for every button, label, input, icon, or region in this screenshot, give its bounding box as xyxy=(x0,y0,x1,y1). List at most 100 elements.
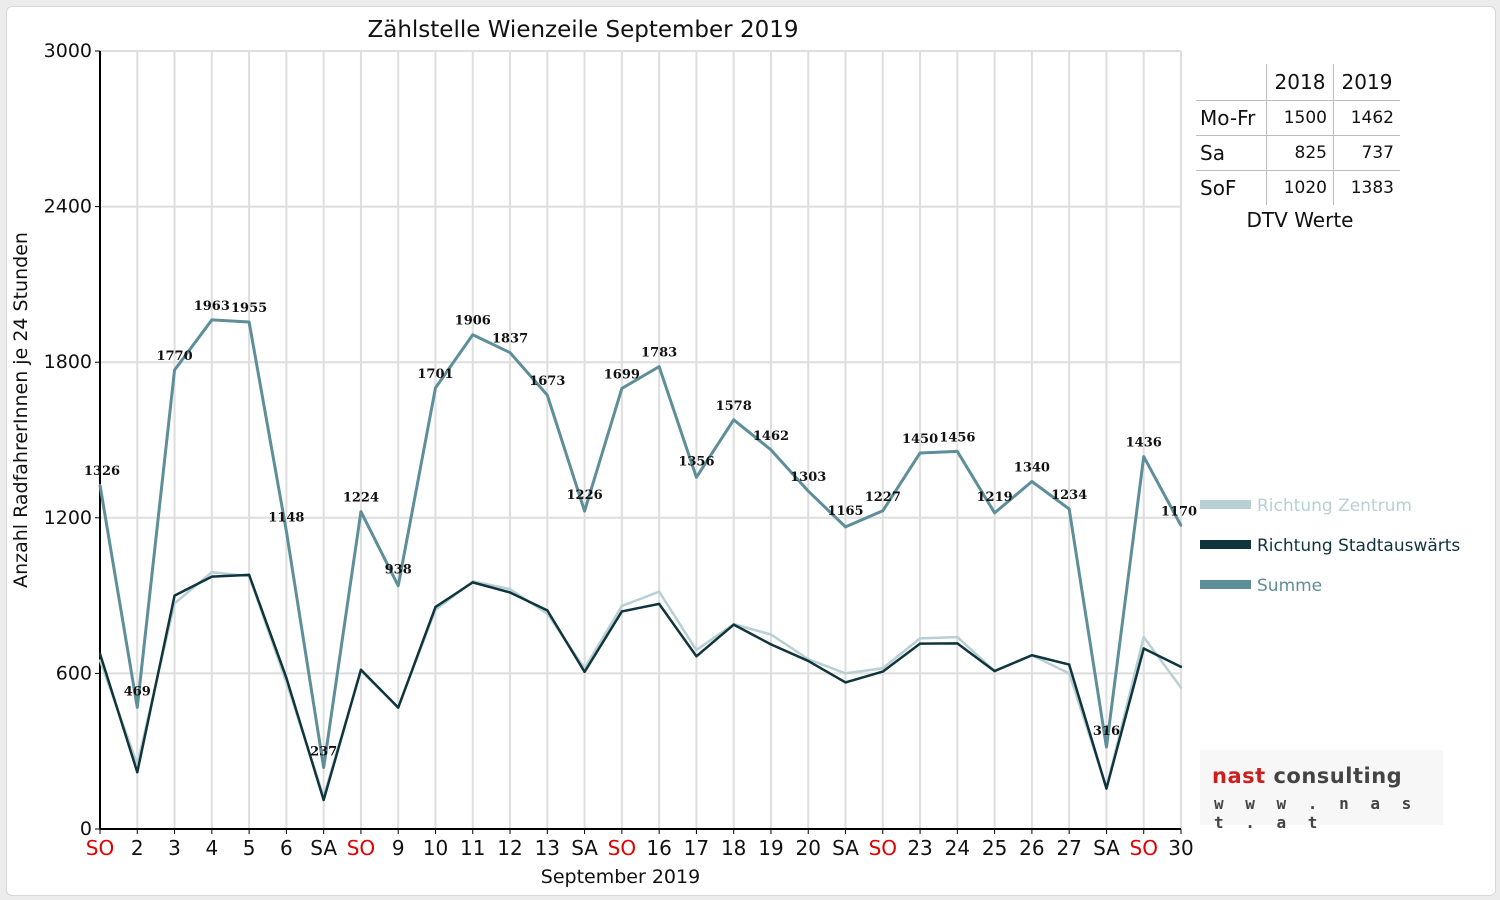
x-tick-label: SO xyxy=(608,836,636,860)
logo-wordmark: nast consulting xyxy=(1212,764,1402,788)
series-point-2 xyxy=(322,798,325,802)
x-tick-label: SA xyxy=(310,836,337,860)
y-tick-label: 600 xyxy=(56,662,92,684)
x-axis-title: September 2019 xyxy=(541,866,700,888)
series-point-1 xyxy=(918,637,922,640)
series-point-1 xyxy=(695,648,698,652)
x-tick-label: 9 xyxy=(392,836,405,860)
series-point-1 xyxy=(956,635,959,639)
dtv-row-sa: Sa 825 737 xyxy=(1196,135,1400,171)
x-tick-label: 25 xyxy=(982,836,1007,860)
data-label: 316 xyxy=(1093,724,1120,739)
y-tick-label: 3000 xyxy=(44,40,92,62)
series-line-1 xyxy=(98,571,1183,798)
series-point-2 xyxy=(471,581,474,584)
x-tick-label: 12 xyxy=(497,836,522,860)
series-point-2 xyxy=(359,668,363,671)
data-label: 1165 xyxy=(827,504,863,519)
series-point-1 xyxy=(210,571,214,574)
series-point-1 xyxy=(881,667,884,670)
data-label: 1783 xyxy=(641,346,677,361)
legend-label: Summe xyxy=(1257,576,1322,596)
series-point-2 xyxy=(1030,654,1034,657)
x-tick-label: 18 xyxy=(721,836,746,860)
series-point-3 xyxy=(322,766,325,769)
data-label: 469 xyxy=(124,684,151,699)
legend-label: Richtung Zentrum xyxy=(1257,496,1412,516)
x-tick-label: 2 xyxy=(131,836,144,860)
series-point-2 xyxy=(695,655,698,658)
series-point-1 xyxy=(98,659,102,662)
data-label: 1450 xyxy=(902,432,938,447)
data-label: 1673 xyxy=(529,374,565,389)
data-label: 1326 xyxy=(84,464,120,479)
data-label: 1226 xyxy=(566,488,602,503)
data-label: 1148 xyxy=(268,510,304,525)
x-tick-label: SO xyxy=(347,836,375,860)
dtv-row-label: SoF xyxy=(1200,176,1237,200)
x-tick-label: 24 xyxy=(945,836,970,860)
y-tick-label: 2400 xyxy=(44,196,92,218)
x-tick-label: 6 xyxy=(280,836,293,860)
data-label: 1955 xyxy=(231,301,267,316)
data-label: 1578 xyxy=(716,399,752,414)
series-point-3 xyxy=(844,525,847,529)
series-point-1 xyxy=(1179,686,1183,689)
x-tick-label: 10 xyxy=(423,836,448,860)
series-point-3 xyxy=(583,509,586,513)
x-tick-label: 30 xyxy=(1168,836,1193,860)
series-point-3 xyxy=(285,530,288,533)
series-point-2 xyxy=(1179,665,1183,669)
x-tick-label: SA xyxy=(1093,836,1120,860)
series-point-2 xyxy=(1105,787,1108,790)
series-point-3 xyxy=(98,483,102,487)
x-tick-label: 19 xyxy=(758,836,783,860)
series-point-3 xyxy=(1142,455,1145,458)
series-point-3 xyxy=(807,489,810,493)
series-point-3 xyxy=(993,511,996,515)
data-label: 1303 xyxy=(790,470,826,485)
dtv-row-mofr: Mo-Fr 1500 1462 xyxy=(1196,100,1400,136)
series-point-1 xyxy=(657,590,661,593)
dtv-row-label: Sa xyxy=(1196,135,1267,171)
x-tick-label: 16 xyxy=(646,836,671,860)
series-point-2 xyxy=(508,591,512,594)
series-point-3 xyxy=(210,318,214,322)
x-tick-label: SO xyxy=(86,836,114,860)
dtv-table: 2018 2019 Mo-Fr 1500 1462 Sa 825 737 SoF… xyxy=(1196,64,1400,205)
data-label: 1770 xyxy=(156,349,192,364)
x-tick-label: 11 xyxy=(460,836,485,860)
data-label: 1699 xyxy=(604,367,640,382)
dtv-cell: 1383 xyxy=(1333,170,1400,205)
data-label: 1227 xyxy=(865,490,901,505)
x-tick-label: 17 xyxy=(684,836,709,860)
series-point-3 xyxy=(136,706,139,709)
legend-label: Richtung Stadtauswärts xyxy=(1257,536,1460,556)
dtv-row-label: Mo-Fr xyxy=(1196,100,1267,136)
series-point-2 xyxy=(1142,647,1145,650)
x-tick-label: SA xyxy=(832,836,859,860)
series-point-1 xyxy=(620,604,624,608)
dtv-cell: 1020 xyxy=(1266,170,1334,205)
x-tick-label: 23 xyxy=(907,836,932,860)
series-point-3 xyxy=(918,451,922,455)
x-tick-label: SA xyxy=(571,836,598,860)
series-point-1 xyxy=(508,587,512,591)
dtv-cell: 825 xyxy=(1266,135,1334,171)
series-point-3 xyxy=(881,509,884,512)
dtv-caption: DTV Werte xyxy=(1246,208,1354,232)
y-tick-label: 1800 xyxy=(44,351,92,373)
y-tick-label: 1200 xyxy=(44,507,92,529)
series-line-2 xyxy=(98,573,1182,802)
series-point-2 xyxy=(956,642,959,645)
series-line-3 xyxy=(98,318,1183,770)
series-point-3 xyxy=(359,510,363,513)
series-point-3 xyxy=(434,386,437,390)
legend-swatch xyxy=(1200,580,1251,589)
data-label: 1906 xyxy=(455,314,491,329)
series-point-3 xyxy=(732,418,735,421)
x-tick-label: SO xyxy=(869,836,897,860)
data-label: 1837 xyxy=(492,332,528,347)
series-point-3 xyxy=(956,450,959,453)
series-point-2 xyxy=(397,706,400,709)
